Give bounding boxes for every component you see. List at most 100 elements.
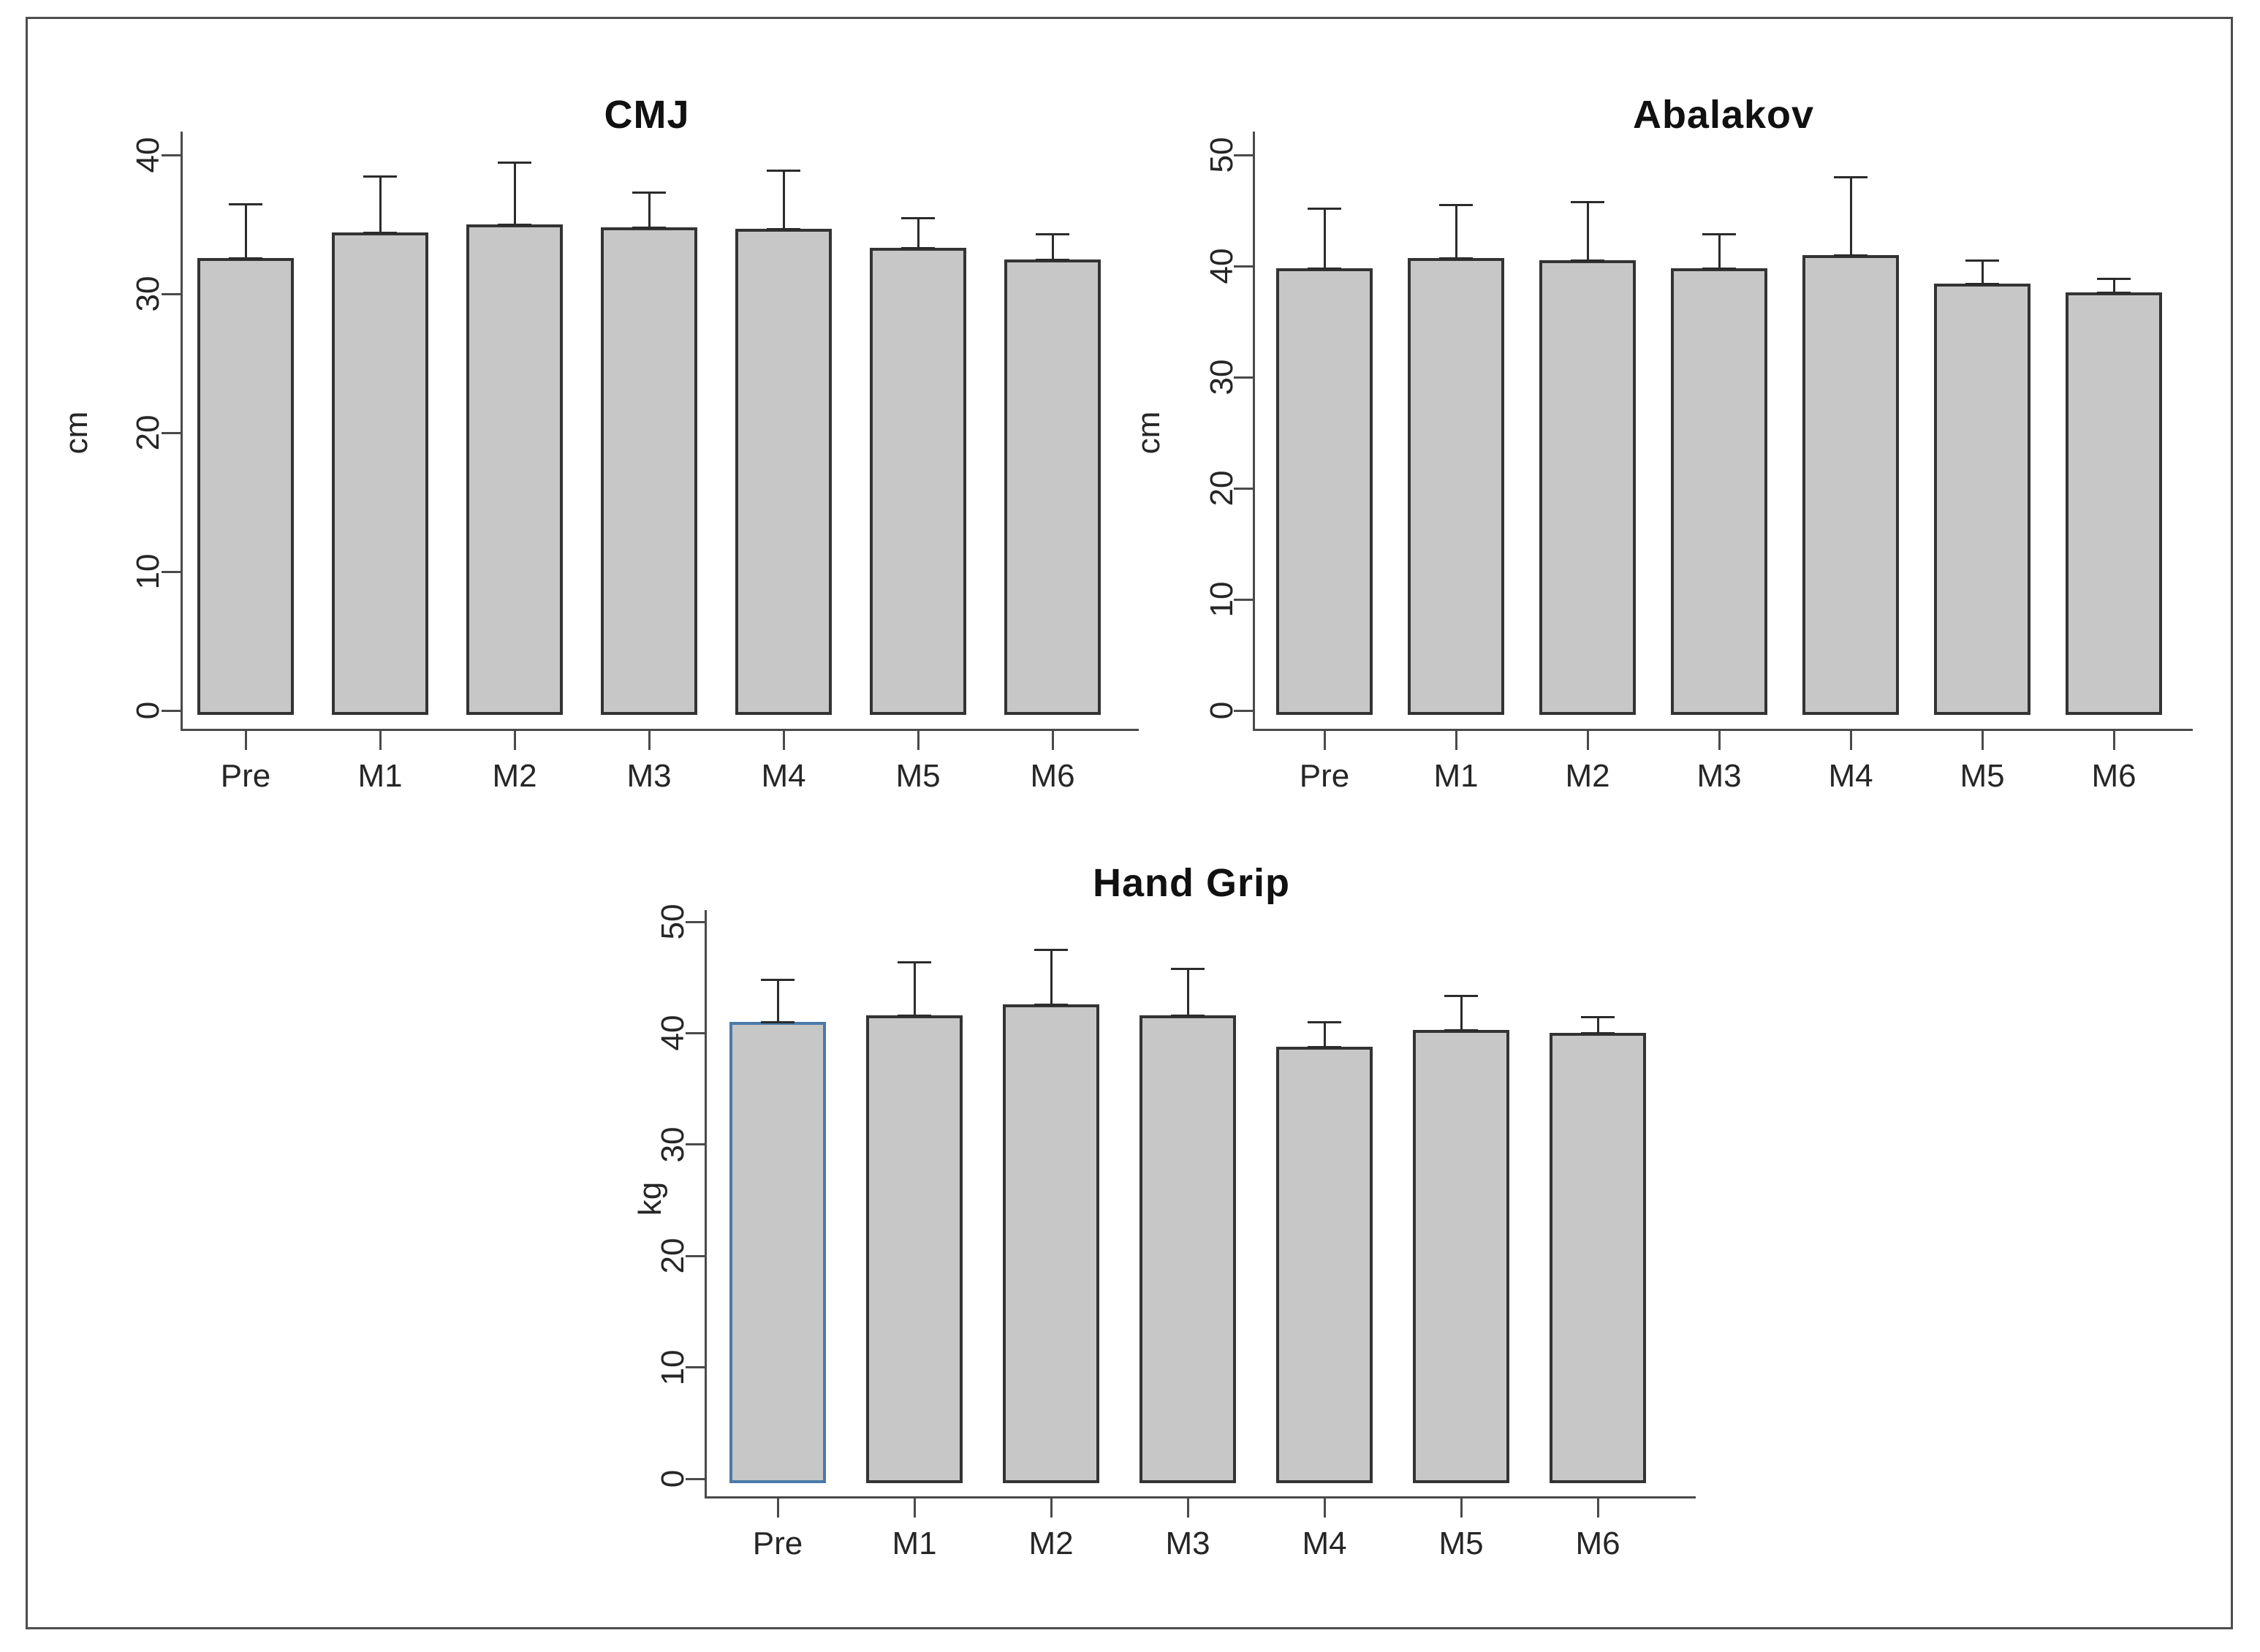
error-bar-line bbox=[1186, 969, 1189, 1017]
y-axis-line bbox=[1253, 132, 1255, 731]
bar bbox=[1408, 258, 1504, 715]
x-tick-label: M2 bbox=[1028, 1526, 1074, 1561]
y-tick bbox=[1234, 265, 1253, 268]
x-axis-line bbox=[181, 729, 1139, 731]
x-tick bbox=[1849, 731, 1852, 750]
y-tick-label: 30 bbox=[1204, 359, 1240, 395]
y-tick-label: 40 bbox=[1204, 248, 1240, 284]
y-tick-label: 40 bbox=[130, 137, 166, 173]
chart-title: Abalakov bbox=[1632, 93, 1815, 137]
y-axis-line bbox=[181, 132, 183, 731]
y-tick bbox=[162, 154, 181, 156]
error-bar-cap-top bbox=[761, 979, 795, 982]
error-bar-line bbox=[1455, 205, 1457, 260]
y-tick-label: 40 bbox=[655, 1015, 691, 1051]
bar bbox=[735, 228, 832, 715]
x-tick-label: M3 bbox=[1165, 1526, 1210, 1561]
x-tick bbox=[244, 731, 247, 750]
y-tick bbox=[686, 1031, 705, 1034]
error-bar-cap-top bbox=[898, 960, 931, 963]
error-bar-line bbox=[1323, 208, 1326, 270]
x-axis-line bbox=[705, 1496, 1696, 1498]
y-tick bbox=[686, 1366, 705, 1369]
error-bar-cap-top bbox=[1308, 207, 1341, 210]
x-tick bbox=[1050, 1498, 1053, 1518]
error-bar-line bbox=[1323, 1022, 1326, 1048]
error-bar-cap-bottom bbox=[1965, 283, 1999, 286]
error-bar-line bbox=[1460, 995, 1463, 1031]
error-bar-cap-top bbox=[1444, 994, 1478, 997]
y-tick bbox=[1234, 709, 1253, 712]
error-bar-cap-bottom bbox=[1171, 1015, 1205, 1018]
error-bar-line bbox=[1849, 177, 1852, 257]
bar bbox=[332, 232, 428, 715]
x-tick-label: M6 bbox=[2091, 758, 2136, 794]
error-bar-cap-bottom bbox=[2097, 292, 2131, 295]
chart-title: CMJ bbox=[604, 93, 690, 137]
error-bar-cap-bottom bbox=[901, 247, 935, 250]
x-tick bbox=[1596, 1498, 1599, 1518]
y-tick bbox=[1234, 487, 1253, 490]
y-tick-label: 30 bbox=[655, 1126, 691, 1163]
x-tick bbox=[648, 731, 651, 750]
bar bbox=[870, 248, 966, 715]
bar bbox=[601, 227, 697, 715]
y-tick bbox=[686, 1143, 705, 1146]
x-tick bbox=[1586, 731, 1589, 750]
bar bbox=[866, 1015, 963, 1483]
bar bbox=[1003, 1004, 1099, 1483]
y-tick-label: 20 bbox=[655, 1238, 691, 1274]
error-bar-cap-bottom bbox=[1036, 258, 1069, 261]
y-axis-unit-label: kg bbox=[632, 1181, 668, 1216]
x-tick bbox=[1460, 1498, 1463, 1518]
error-bar-cap-top bbox=[901, 216, 935, 219]
error-bar-cap-top bbox=[1308, 1021, 1341, 1024]
error-bar-line bbox=[513, 162, 516, 226]
error-bar-cap-bottom bbox=[498, 224, 531, 226]
error-bar-line bbox=[1718, 233, 1721, 270]
error-bar-cap-top bbox=[229, 202, 262, 205]
x-tick bbox=[379, 731, 382, 750]
error-bar-cap-top bbox=[1834, 176, 1867, 179]
y-tick-label: 20 bbox=[130, 414, 166, 451]
error-bar-cap-bottom bbox=[1581, 1032, 1615, 1035]
error-bar-cap-top bbox=[767, 169, 800, 172]
y-tick-label: 50 bbox=[1204, 137, 1240, 173]
error-bar-cap-bottom bbox=[632, 226, 666, 229]
x-tick bbox=[1051, 731, 1054, 750]
bar bbox=[466, 224, 563, 715]
error-bar-cap-bottom bbox=[767, 227, 800, 230]
error-bar-cap-bottom bbox=[761, 1021, 795, 1024]
error-bar-cap-bottom bbox=[229, 257, 262, 259]
error-bar-cap-top bbox=[1581, 1015, 1615, 1018]
x-tick-label: M6 bbox=[1575, 1526, 1620, 1561]
error-bar-cap-bottom bbox=[363, 232, 397, 235]
x-tick bbox=[2112, 731, 2115, 750]
x-tick-label: M5 bbox=[895, 758, 941, 794]
x-tick bbox=[782, 731, 785, 750]
x-tick bbox=[1981, 731, 1984, 750]
y-axis-line bbox=[705, 910, 707, 1498]
error-bar-cap-top bbox=[1965, 259, 1999, 262]
y-tick bbox=[1234, 598, 1253, 601]
x-tick bbox=[776, 1498, 779, 1518]
y-tick-label: 10 bbox=[1204, 581, 1240, 618]
y-tick bbox=[686, 1254, 705, 1257]
x-tick-label: M2 bbox=[1565, 758, 1610, 794]
x-tick-label: M4 bbox=[1302, 1526, 1347, 1561]
error-bar-line bbox=[1596, 1016, 1599, 1035]
bar bbox=[1276, 1046, 1373, 1483]
error-bar-cap-bottom bbox=[1034, 1003, 1068, 1006]
y-tick bbox=[162, 292, 181, 295]
bar bbox=[1140, 1015, 1236, 1483]
error-bar-cap-bottom bbox=[1444, 1028, 1478, 1031]
error-bar-cap-bottom bbox=[1571, 259, 1604, 262]
error-bar-cap-bottom bbox=[1308, 268, 1341, 270]
bar bbox=[1671, 268, 1767, 715]
x-tick-label: M6 bbox=[1030, 758, 1075, 794]
x-tick-label: M4 bbox=[1828, 758, 1873, 794]
error-bar-line bbox=[244, 203, 247, 259]
x-tick-label: Pre bbox=[1299, 758, 1350, 794]
error-bar-cap-bottom bbox=[898, 1015, 931, 1018]
